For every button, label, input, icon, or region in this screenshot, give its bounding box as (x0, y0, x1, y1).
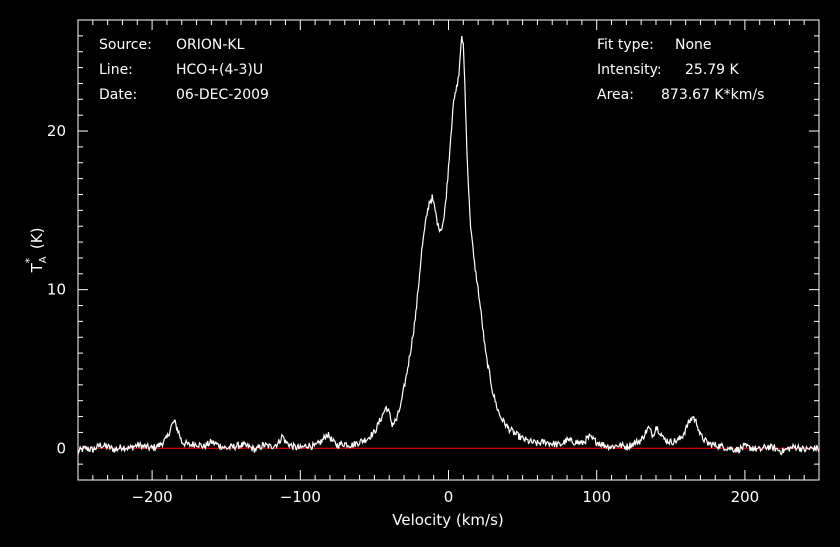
source-key: Source: (99, 37, 152, 53)
area-value: 873.67 K*km/s (661, 87, 765, 103)
axis-ticks (77, 19, 820, 481)
fit-type-value: None (675, 37, 712, 53)
y-axis-label: TA* (K) (23, 228, 49, 274)
y-tick-label: 0 (56, 439, 66, 457)
x-tick-label: 0 (444, 488, 454, 506)
intensity-key: Intensity: (597, 62, 662, 78)
area-key: Area: (597, 87, 634, 103)
line-key: Line: (99, 62, 133, 78)
x-tick-label: 100 (582, 488, 611, 506)
y-axis-label-unit: (K) (28, 228, 46, 254)
x-tick-label: −100 (280, 488, 321, 506)
date-value: 06-DEC-2009 (176, 87, 269, 103)
date-key: Date: (99, 87, 138, 103)
source-value: ORION-KL (176, 37, 245, 53)
axis-tick-labels: −200 −100 0 100 200 0 10 20 (47, 122, 759, 506)
x-axis-label: Velocity (km/s) (392, 511, 503, 529)
x-tick-label: −200 (131, 488, 172, 506)
fit-type-key: Fit type: (597, 37, 654, 53)
intensity-value: 25.79 K (685, 62, 739, 78)
y-tick-label: 20 (47, 122, 66, 140)
line-value: HCO+(4-3)U (176, 62, 264, 78)
y-axis-label-sup: * (23, 257, 36, 263)
y-axis-label-text: TA* (K) (23, 228, 49, 274)
x-tick-label: 200 (731, 488, 760, 506)
y-axis-label-sub: A (38, 256, 49, 263)
y-tick-label: 10 (47, 281, 66, 299)
spectrum-line (77, 36, 820, 456)
